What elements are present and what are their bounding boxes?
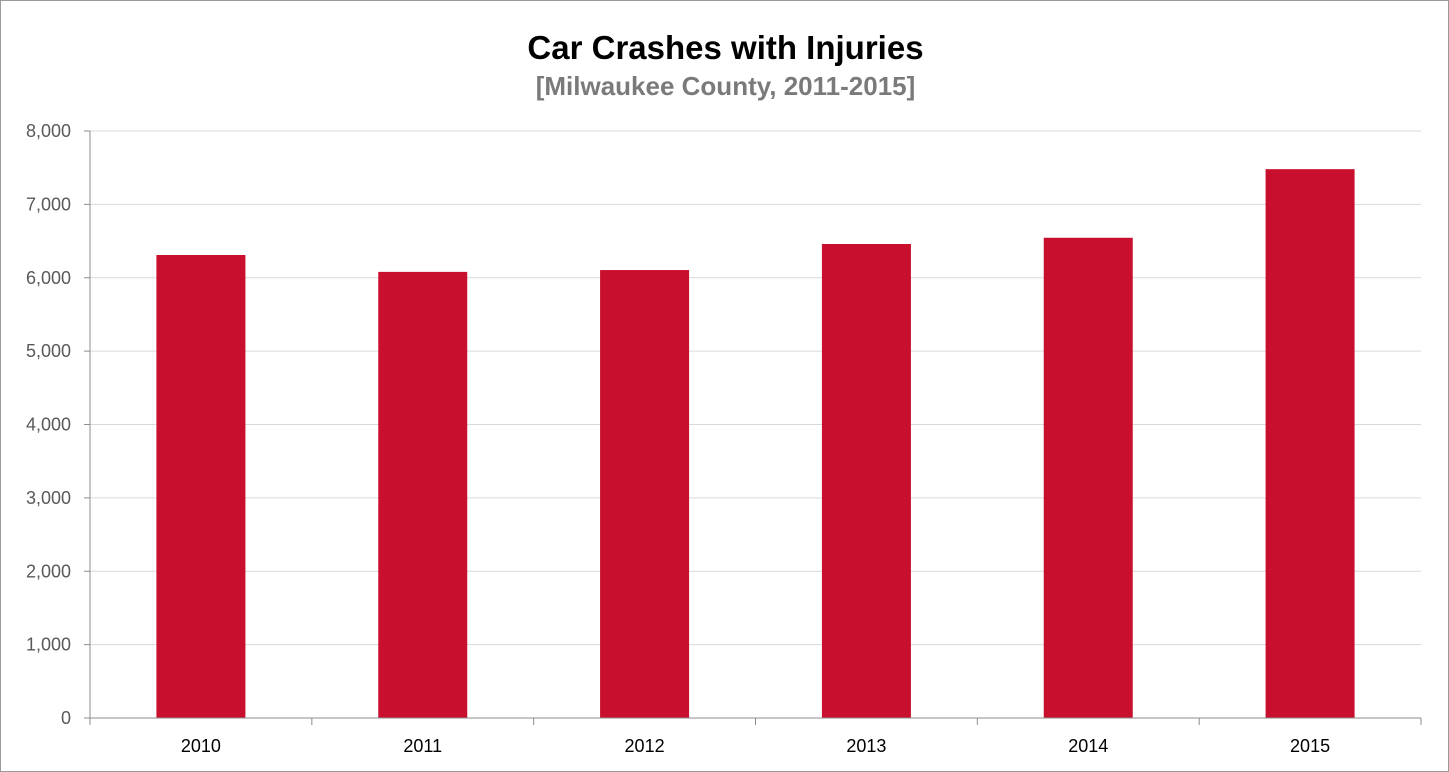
- y-tick-label: 1,000: [26, 635, 71, 655]
- bar: [1043, 237, 1133, 718]
- bar: [156, 255, 246, 718]
- x-tick-label: 2012: [625, 736, 665, 756]
- x-tick-label: 2010: [181, 736, 221, 756]
- chart-title: Car Crashes with Injuries: [527, 29, 924, 66]
- bar: [1265, 169, 1355, 718]
- y-tick-label: 2,000: [26, 561, 71, 581]
- bar: [600, 270, 690, 718]
- chart-subtitle: [Milwaukee County, 2011-2015]: [535, 71, 916, 101]
- x-tick-label: 2014: [1068, 736, 1108, 756]
- y-tick-label: 4,000: [26, 415, 71, 435]
- y-tick-label: 6,000: [26, 268, 71, 288]
- y-tick-label: 8,000: [26, 121, 71, 141]
- y-tick-label: 7,000: [26, 194, 71, 214]
- bar: [821, 243, 911, 718]
- y-tick-label: 0: [61, 708, 71, 728]
- bar: [378, 271, 468, 718]
- x-tick-label: 2015: [1290, 736, 1330, 756]
- x-tick-label: 2011: [403, 736, 442, 756]
- y-tick-label: 5,000: [26, 341, 71, 361]
- x-tick-label: 2013: [846, 736, 886, 756]
- y-tick-label: 3,000: [26, 488, 71, 508]
